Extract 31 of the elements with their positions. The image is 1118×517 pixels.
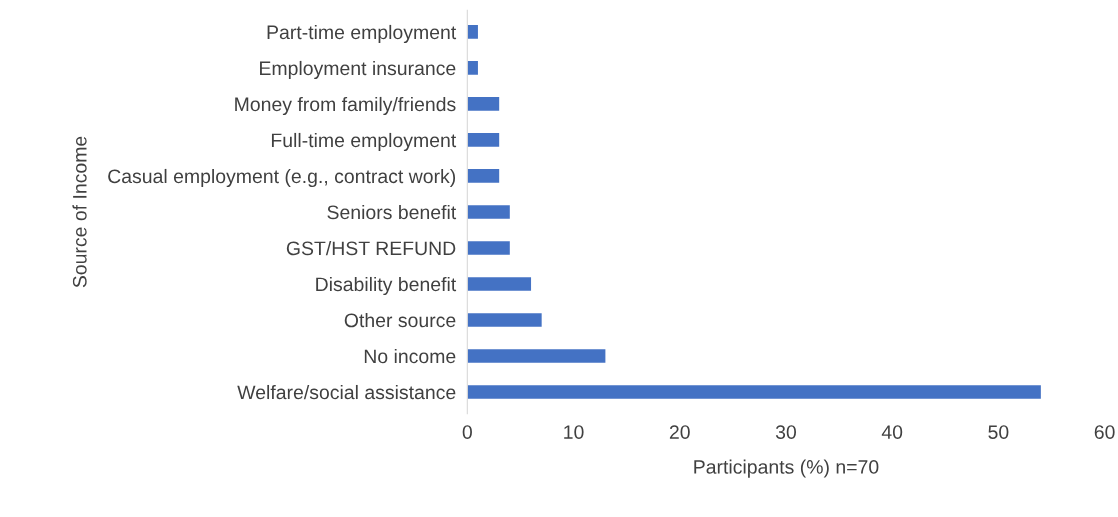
bar [467, 241, 510, 255]
bar [467, 97, 500, 111]
x-tick-label: 10 [564, 425, 584, 439]
x-tick-label: 20 [669, 425, 690, 439]
y-tick-label: Disability benefit [316, 276, 457, 296]
y-tick-label: Money from family/friends [235, 96, 456, 116]
y-tick-label: Welfare/social assistance [237, 384, 456, 400]
bar [467, 25, 478, 39]
bar [467, 277, 532, 291]
y-tick-label: Part-time employment [267, 24, 457, 44]
x-tick-label: 30 [775, 425, 797, 439]
y-tick-label: No income [364, 348, 456, 364]
y-axis-title: Source of Income [72, 136, 87, 288]
bar [467, 385, 1041, 399]
x-tick-label: 40 [881, 425, 903, 439]
y-tick-label: Seniors benefit [327, 204, 457, 220]
x-tick-label: 60 [1094, 425, 1115, 439]
y-tick-label: Other source [344, 312, 456, 328]
bar [467, 313, 542, 327]
x-tick-label: 50 [988, 425, 1009, 439]
bar [467, 133, 500, 147]
x-tick-label: 0 [462, 425, 472, 439]
bar [467, 205, 510, 219]
bar [467, 61, 478, 75]
y-tick-label: Full-time employment [271, 132, 457, 152]
x-axis-title: Participants (%) n=70 [694, 459, 879, 478]
y-tick-label: Casual employment (e.g., contract work) [108, 168, 456, 188]
bar [467, 349, 606, 363]
y-tick-label: Employment insurance [260, 60, 456, 80]
y-tick-label: GST/HST REFUND [286, 240, 456, 256]
bar [467, 169, 500, 183]
